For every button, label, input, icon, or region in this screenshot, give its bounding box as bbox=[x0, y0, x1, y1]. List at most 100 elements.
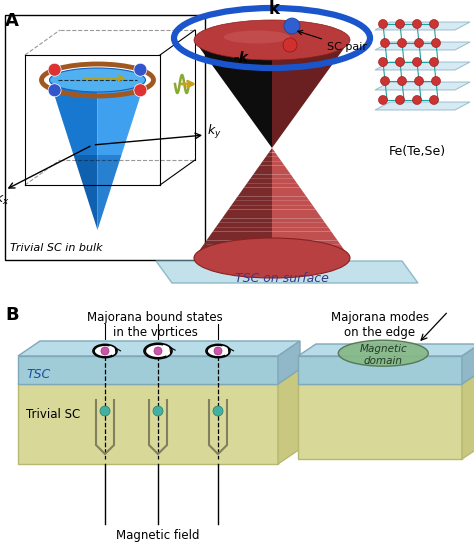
Polygon shape bbox=[98, 150, 123, 155]
Ellipse shape bbox=[194, 20, 350, 60]
Polygon shape bbox=[98, 105, 137, 110]
Polygon shape bbox=[272, 170, 291, 175]
Polygon shape bbox=[93, 215, 98, 220]
Polygon shape bbox=[272, 201, 312, 205]
Polygon shape bbox=[272, 227, 331, 232]
Polygon shape bbox=[98, 215, 102, 220]
Polygon shape bbox=[59, 110, 98, 115]
Polygon shape bbox=[200, 245, 272, 249]
Text: Magnetic
domain: Magnetic domain bbox=[359, 344, 407, 366]
Polygon shape bbox=[98, 80, 146, 85]
Polygon shape bbox=[272, 254, 350, 258]
Polygon shape bbox=[272, 232, 334, 236]
Polygon shape bbox=[51, 85, 98, 90]
Circle shape bbox=[214, 347, 222, 355]
Polygon shape bbox=[250, 175, 272, 179]
Circle shape bbox=[283, 38, 297, 52]
Text: -k: -k bbox=[234, 51, 249, 65]
Circle shape bbox=[379, 58, 388, 66]
Polygon shape bbox=[375, 102, 470, 110]
Polygon shape bbox=[98, 135, 128, 140]
Circle shape bbox=[395, 20, 404, 29]
Circle shape bbox=[412, 96, 421, 104]
Polygon shape bbox=[203, 240, 272, 245]
Polygon shape bbox=[75, 160, 98, 165]
Polygon shape bbox=[98, 115, 134, 120]
Polygon shape bbox=[90, 205, 98, 210]
Polygon shape bbox=[98, 195, 109, 200]
Polygon shape bbox=[62, 120, 98, 125]
Polygon shape bbox=[269, 148, 272, 153]
Polygon shape bbox=[98, 100, 139, 105]
Polygon shape bbox=[228, 205, 272, 210]
Polygon shape bbox=[88, 200, 98, 205]
Polygon shape bbox=[53, 90, 98, 95]
Polygon shape bbox=[197, 249, 272, 254]
Polygon shape bbox=[272, 240, 341, 245]
Polygon shape bbox=[69, 140, 98, 145]
Polygon shape bbox=[98, 225, 99, 230]
Polygon shape bbox=[18, 369, 300, 384]
Polygon shape bbox=[272, 197, 310, 201]
Polygon shape bbox=[272, 188, 303, 192]
Polygon shape bbox=[272, 245, 344, 249]
Polygon shape bbox=[98, 125, 131, 130]
Polygon shape bbox=[256, 166, 272, 170]
Polygon shape bbox=[263, 157, 272, 161]
Circle shape bbox=[395, 58, 404, 66]
Circle shape bbox=[153, 406, 163, 416]
Polygon shape bbox=[56, 100, 98, 105]
Polygon shape bbox=[375, 22, 470, 30]
Polygon shape bbox=[57, 105, 98, 110]
Polygon shape bbox=[213, 227, 272, 232]
Circle shape bbox=[431, 38, 440, 48]
Polygon shape bbox=[272, 214, 322, 219]
Polygon shape bbox=[78, 170, 98, 175]
Polygon shape bbox=[49, 80, 98, 85]
Polygon shape bbox=[272, 223, 328, 227]
Polygon shape bbox=[237, 192, 272, 197]
Polygon shape bbox=[272, 153, 278, 157]
Ellipse shape bbox=[194, 238, 350, 278]
Polygon shape bbox=[253, 170, 272, 175]
Polygon shape bbox=[272, 183, 300, 188]
Polygon shape bbox=[55, 95, 98, 100]
Text: $k_y$: $k_y$ bbox=[207, 123, 221, 141]
Polygon shape bbox=[272, 219, 325, 223]
Polygon shape bbox=[272, 157, 282, 161]
Circle shape bbox=[412, 58, 421, 66]
Circle shape bbox=[414, 76, 423, 86]
Polygon shape bbox=[91, 210, 98, 215]
Polygon shape bbox=[98, 200, 107, 205]
Polygon shape bbox=[298, 372, 474, 384]
Polygon shape bbox=[278, 369, 300, 464]
Polygon shape bbox=[61, 115, 98, 120]
Polygon shape bbox=[82, 180, 98, 185]
Ellipse shape bbox=[338, 340, 428, 366]
Polygon shape bbox=[98, 170, 117, 175]
Polygon shape bbox=[98, 205, 106, 210]
Polygon shape bbox=[98, 110, 136, 115]
Ellipse shape bbox=[49, 68, 146, 92]
Ellipse shape bbox=[206, 344, 230, 357]
Text: Majorana bound states
in the vortices: Majorana bound states in the vortices bbox=[87, 311, 223, 339]
Polygon shape bbox=[96, 225, 98, 230]
Polygon shape bbox=[98, 190, 110, 195]
Polygon shape bbox=[231, 201, 272, 205]
Polygon shape bbox=[85, 190, 98, 195]
Polygon shape bbox=[98, 165, 118, 170]
Polygon shape bbox=[98, 155, 121, 160]
Circle shape bbox=[284, 18, 300, 34]
Polygon shape bbox=[375, 82, 470, 90]
Polygon shape bbox=[272, 179, 297, 183]
Polygon shape bbox=[298, 344, 474, 356]
Polygon shape bbox=[272, 148, 275, 153]
Ellipse shape bbox=[224, 31, 290, 43]
Circle shape bbox=[48, 63, 61, 76]
Polygon shape bbox=[83, 185, 98, 190]
Polygon shape bbox=[241, 188, 272, 192]
Text: Fe(Te,Se): Fe(Te,Se) bbox=[388, 145, 446, 158]
Polygon shape bbox=[98, 85, 144, 90]
Polygon shape bbox=[98, 220, 100, 225]
Polygon shape bbox=[18, 384, 278, 464]
